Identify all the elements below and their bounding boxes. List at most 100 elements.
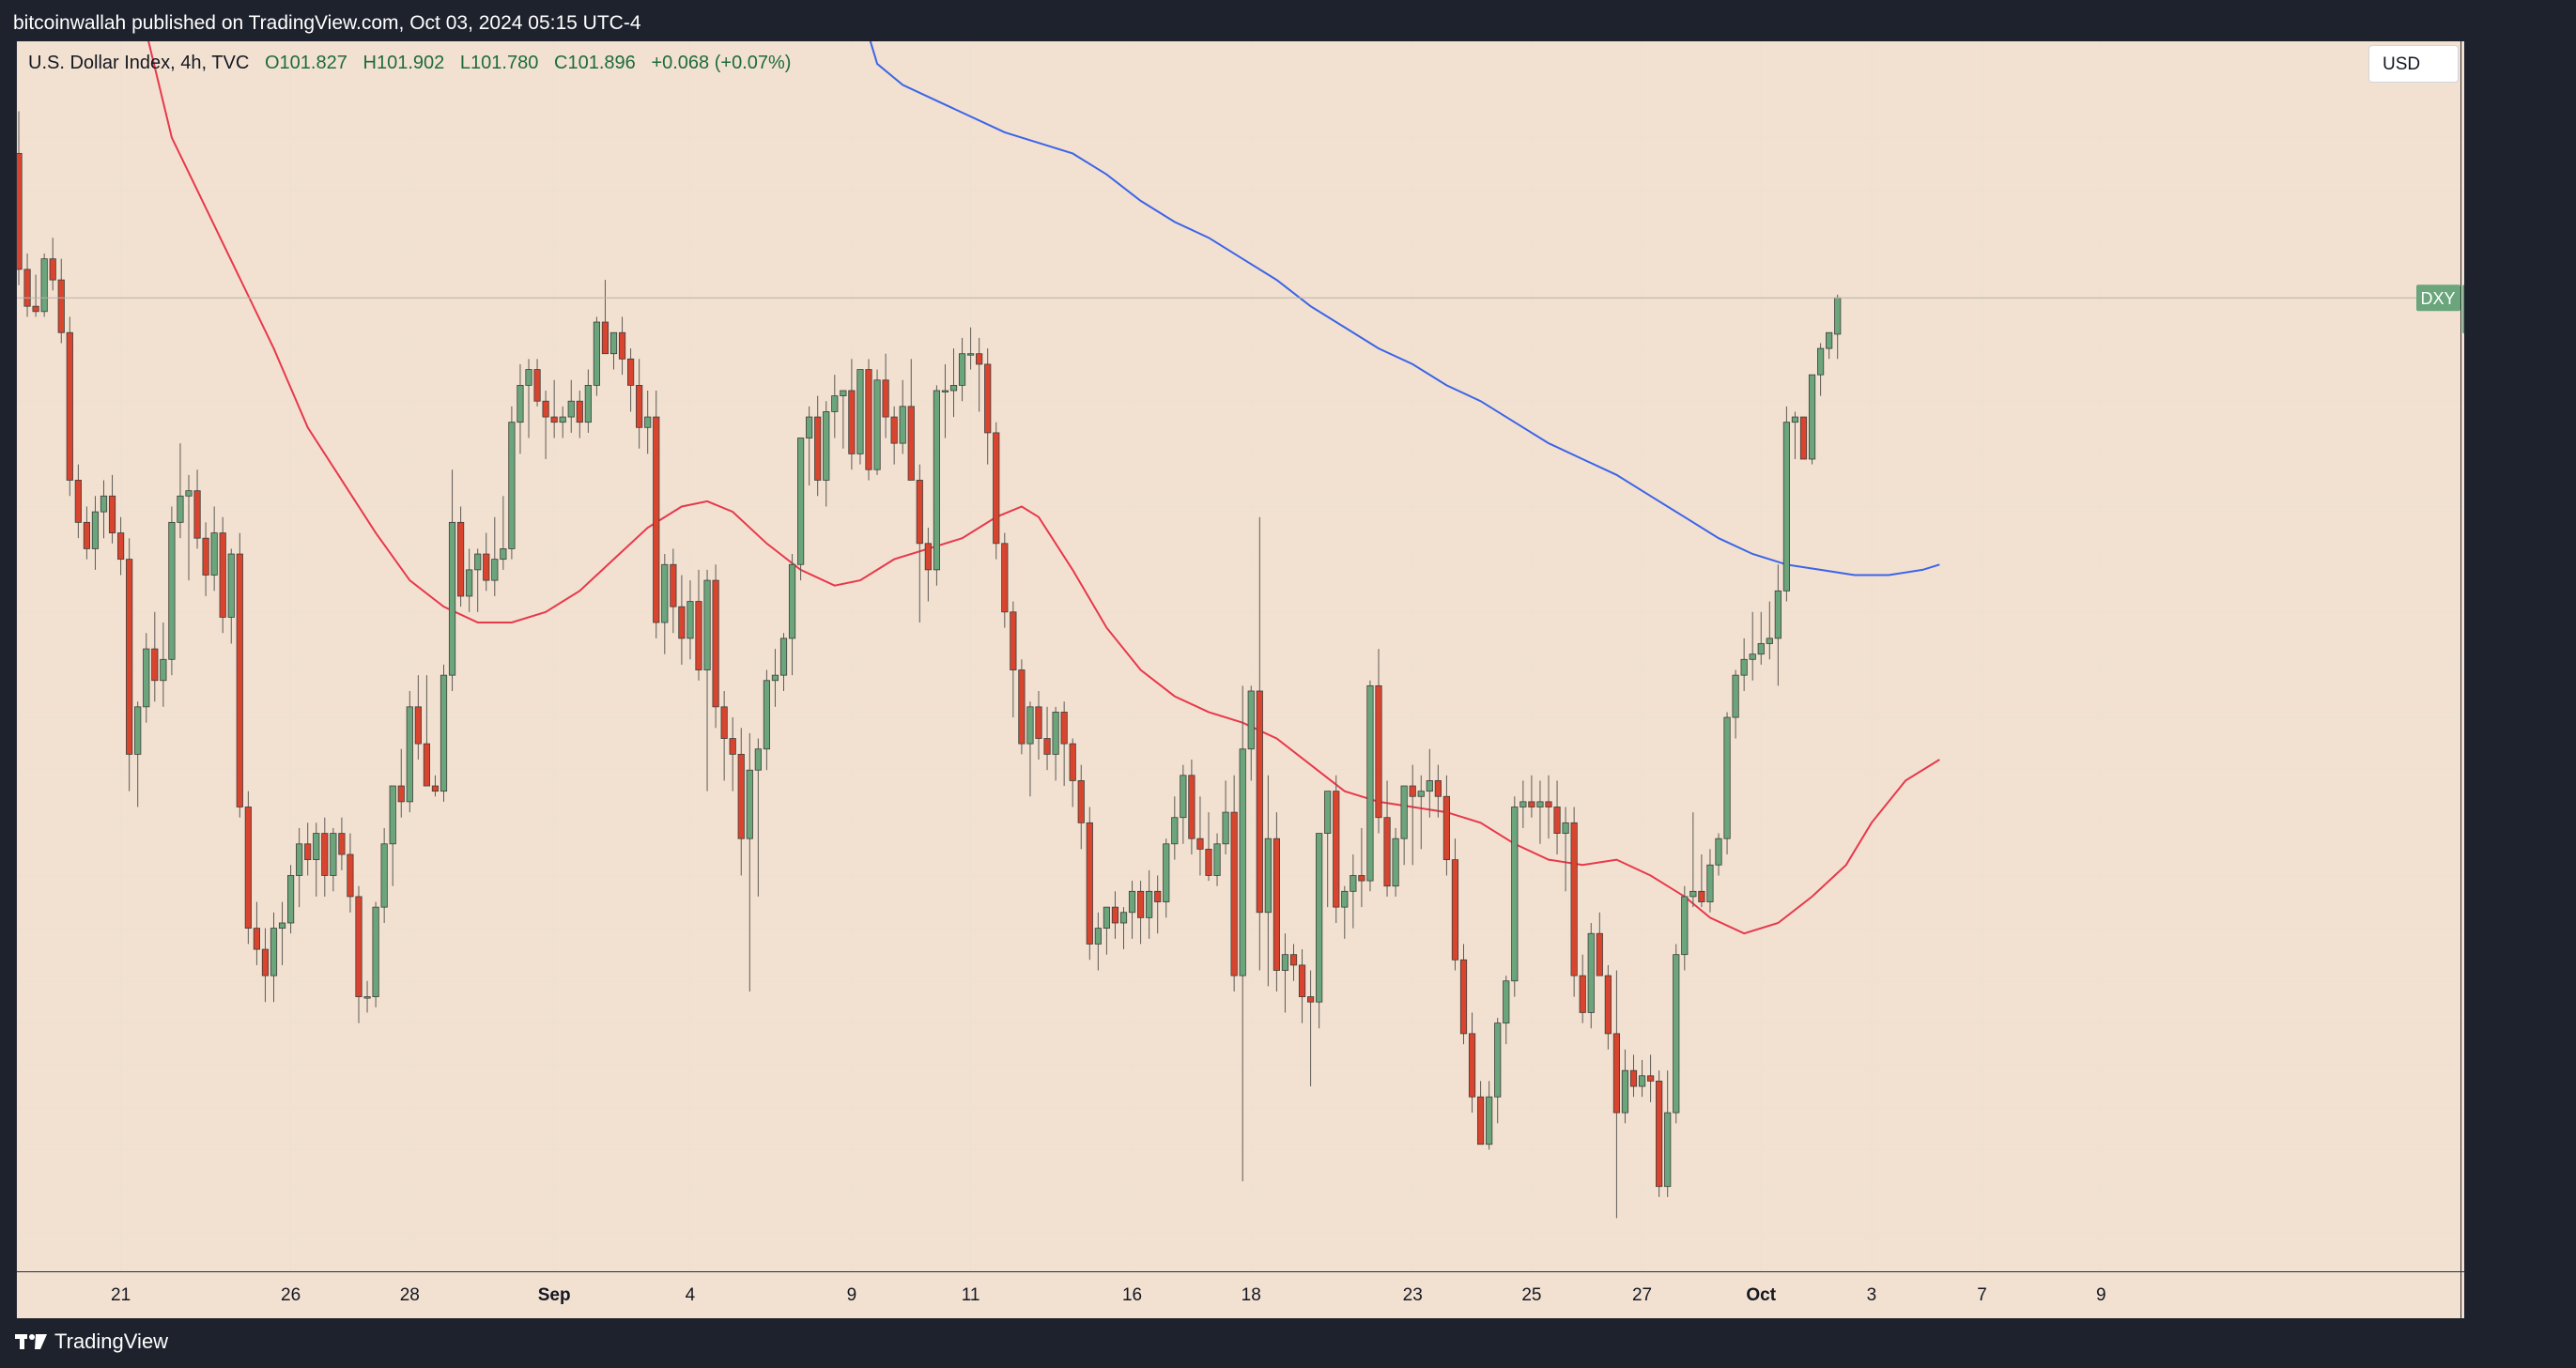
candle-up	[1673, 954, 1680, 1114]
candle-down	[993, 432, 1000, 545]
candle-up	[517, 384, 524, 423]
time-tick-label: 28	[400, 1285, 420, 1305]
candle-up	[440, 674, 448, 792]
tradingview-logo[interactable]: TradingView	[15, 1330, 168, 1354]
price-tag-bg	[2462, 284, 2464, 334]
candle-down	[907, 406, 915, 481]
candle-down	[601, 321, 609, 355]
candle-down	[321, 833, 329, 876]
candle-up	[491, 559, 499, 581]
candle-up	[1324, 791, 1332, 834]
candle-up	[508, 422, 516, 549]
candle-up	[91, 511, 100, 549]
candle-up	[1341, 890, 1349, 908]
time-tick-label: 11	[962, 1285, 980, 1305]
candle-up	[933, 390, 941, 571]
candle-down	[1570, 822, 1578, 976]
time-tick-label: 3	[1867, 1285, 1877, 1305]
moving-average-fast	[147, 41, 1940, 935]
candle-down	[1698, 890, 1705, 902]
candle-down	[890, 416, 898, 444]
time-tick-label: 21	[111, 1285, 131, 1305]
time-tick-label: 25	[1521, 1285, 1541, 1305]
candle-up	[797, 438, 805, 565]
candle-down	[1307, 996, 1315, 1003]
candle-down	[848, 390, 856, 454]
candle-up	[1486, 1096, 1493, 1145]
candle-down	[1434, 780, 1442, 797]
candle-up	[372, 906, 379, 997]
candle-up	[363, 996, 371, 999]
candle-up	[763, 680, 771, 750]
candle-down	[1553, 807, 1561, 834]
candle-up	[270, 928, 278, 976]
candle-down	[542, 400, 549, 418]
candle-down	[1154, 890, 1162, 902]
candle-down	[32, 305, 39, 313]
time-tick-label: 4	[686, 1285, 696, 1305]
chart-panel[interactable]: 100.120100.200100.280100.360100.440100.5…	[16, 41, 2464, 1318]
candle-up	[873, 379, 881, 470]
tradingview-logo-icon	[15, 1334, 47, 1349]
candle-down	[1468, 1033, 1476, 1098]
candle-up	[806, 416, 813, 438]
candle-up	[1519, 801, 1527, 807]
candle-up	[1239, 748, 1246, 976]
time-tick-label: Sep	[538, 1285, 571, 1305]
candle-down	[533, 369, 541, 402]
candle-up	[1817, 347, 1825, 376]
candle-up	[1587, 932, 1595, 1013]
candle-up	[1171, 817, 1179, 845]
candle-down	[423, 743, 431, 787]
candle-up	[525, 369, 532, 386]
candle-down	[253, 928, 260, 950]
candle-up	[1826, 331, 1833, 349]
time-tick-label: 9	[2096, 1285, 2106, 1305]
candle-down	[653, 416, 660, 623]
candle-down	[74, 480, 82, 523]
candle-down	[151, 648, 159, 682]
candle-down	[347, 853, 354, 898]
low-value: L101.780	[459, 53, 539, 73]
candle-down	[729, 738, 736, 755]
candle-down	[1069, 743, 1076, 781]
candle-up	[1128, 890, 1136, 914]
candle-down	[1035, 706, 1042, 739]
symbol-legend: U.S. Dollar Index, 4h, TVC O101.827 H101…	[28, 53, 791, 74]
current-price-tag: DXY101.89601:44:40	[2416, 284, 2464, 334]
candle-up	[1180, 775, 1187, 819]
candle-up	[500, 548, 507, 561]
candle-down	[1086, 822, 1093, 945]
candle-down	[712, 579, 719, 708]
candle-up	[593, 321, 601, 386]
open-value: O101.827	[264, 53, 347, 73]
candle-up	[330, 833, 337, 876]
candle-down	[1188, 775, 1195, 839]
candle-down	[678, 606, 686, 639]
candle-up	[559, 416, 566, 423]
candle-down	[1077, 780, 1085, 823]
candle-down	[1545, 801, 1552, 807]
time-tick-label: 18	[1242, 1285, 1261, 1305]
close-value: C101.896	[554, 53, 636, 73]
candle-up	[286, 875, 295, 924]
candle-down	[1001, 543, 1009, 613]
candle-up	[1774, 590, 1782, 639]
currency-button[interactable]: USD	[2368, 45, 2459, 83]
candle-down	[984, 363, 992, 434]
candle-down	[1196, 838, 1204, 850]
time-tick-label: 16	[1122, 1285, 1142, 1305]
candle-up	[1400, 785, 1408, 839]
candle-down	[1060, 712, 1068, 745]
candle-up	[1689, 890, 1697, 898]
candle-down	[126, 559, 133, 755]
candles	[17, 111, 1842, 1219]
price-chart[interactable]: 100.120100.200100.280100.360100.440100.5…	[17, 41, 2464, 1318]
candle-down	[550, 416, 558, 423]
candle-up	[788, 563, 796, 639]
candle-down	[456, 521, 465, 597]
candle-up	[567, 400, 575, 418]
candle-down	[924, 543, 932, 571]
candle-down	[57, 279, 65, 333]
candle-up	[1664, 1112, 1672, 1188]
